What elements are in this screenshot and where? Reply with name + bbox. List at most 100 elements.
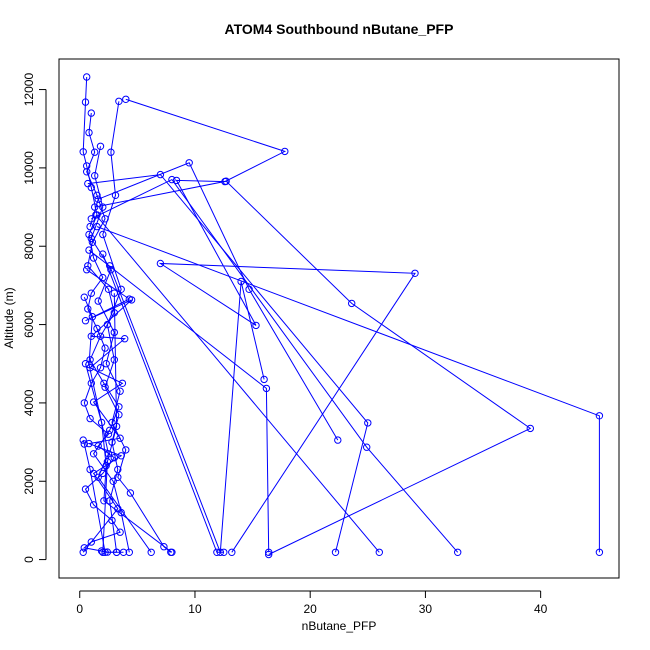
data-point — [87, 538, 96, 546]
data-point — [115, 97, 123, 106]
data-point — [102, 461, 110, 470]
x-axis: 0 10 20 30 40 — [76, 590, 548, 616]
data-point — [79, 436, 87, 444]
data-point — [87, 234, 96, 243]
data-series — [87, 175, 462, 556]
data-point — [185, 159, 193, 167]
data-point — [411, 269, 419, 277]
y-tick-label: 4000 — [22, 389, 36, 416]
data-point — [96, 142, 105, 151]
data-point — [116, 434, 124, 442]
data-point — [281, 147, 289, 156]
data-point — [331, 548, 340, 556]
data-point — [334, 436, 342, 444]
y-axis-label: Altitude (m) — [2, 287, 16, 348]
data-point — [81, 98, 90, 106]
data-point — [262, 384, 271, 393]
y-tick-label: 6000 — [22, 311, 36, 338]
series-line — [82, 439, 124, 553]
data-point — [94, 297, 102, 305]
data-point — [595, 548, 604, 556]
data-point — [81, 360, 90, 368]
series-line — [95, 214, 380, 553]
series-line — [94, 180, 532, 555]
data-point — [363, 443, 371, 451]
data-point — [118, 379, 127, 387]
data-point — [101, 548, 109, 556]
data-point — [121, 335, 129, 343]
data-point — [86, 414, 94, 423]
data-point — [125, 548, 134, 556]
data-point — [100, 379, 108, 387]
data-point — [172, 176, 181, 185]
data-point — [94, 195, 102, 203]
data-point — [85, 246, 93, 254]
series-line — [90, 146, 172, 553]
data-point — [109, 477, 117, 485]
x-axis-label: nButane_PFP — [302, 619, 377, 633]
x-tick-label: 40 — [534, 602, 548, 616]
data-point — [104, 285, 113, 293]
series-line — [85, 363, 173, 553]
data-point — [110, 356, 119, 364]
data-point — [85, 439, 93, 448]
data-point — [89, 254, 98, 262]
x-tick-label: 0 — [76, 602, 83, 616]
data-point — [364, 419, 372, 427]
data-point — [112, 422, 121, 431]
data-point — [87, 289, 96, 297]
data-point — [100, 497, 108, 505]
data-point — [103, 458, 112, 466]
data-series — [106, 262, 268, 556]
plot-frame — [58, 58, 620, 579]
data-point — [116, 387, 124, 395]
y-axis: 0 2000 4000 6000 8000 10000 12000 — [22, 73, 47, 563]
data-point — [101, 344, 109, 352]
data-point — [216, 548, 225, 556]
data-point — [91, 172, 99, 180]
series-line — [87, 174, 369, 553]
series-line — [109, 265, 265, 553]
x-tick-label: 20 — [304, 602, 318, 616]
data-point — [80, 399, 89, 407]
data-point — [454, 548, 462, 556]
data-point — [348, 299, 356, 308]
data-point — [85, 230, 93, 239]
data-point — [79, 548, 87, 556]
series-line — [89, 162, 339, 441]
data-point — [83, 266, 91, 274]
data-series — [93, 222, 604, 556]
data-point — [80, 440, 89, 448]
series-line — [91, 178, 459, 553]
y-tick-label: 10000 — [22, 151, 36, 185]
data-point — [237, 277, 245, 286]
data-series — [92, 211, 383, 556]
data-point — [260, 375, 268, 384]
data-point — [107, 148, 115, 156]
data-point — [88, 238, 97, 247]
data-point — [119, 548, 128, 556]
data-point — [122, 446, 130, 454]
data-point — [595, 412, 604, 420]
data-point — [168, 175, 176, 184]
data-point — [87, 215, 96, 223]
data-point — [89, 450, 98, 458]
series-line — [125, 98, 416, 553]
data-point — [101, 383, 109, 391]
data-point — [114, 465, 122, 474]
data-point — [99, 203, 107, 211]
data-point — [97, 418, 106, 427]
data-point — [116, 528, 124, 536]
series-layer — [79, 73, 604, 559]
data-series — [99, 97, 125, 556]
data-point — [83, 168, 91, 176]
data-point — [115, 411, 123, 419]
data-series — [81, 360, 176, 556]
data-point — [99, 250, 107, 258]
data-point — [156, 170, 165, 179]
data-point — [96, 364, 105, 372]
data-point — [83, 73, 91, 81]
data-series — [85, 246, 273, 556]
data-point — [81, 317, 90, 325]
